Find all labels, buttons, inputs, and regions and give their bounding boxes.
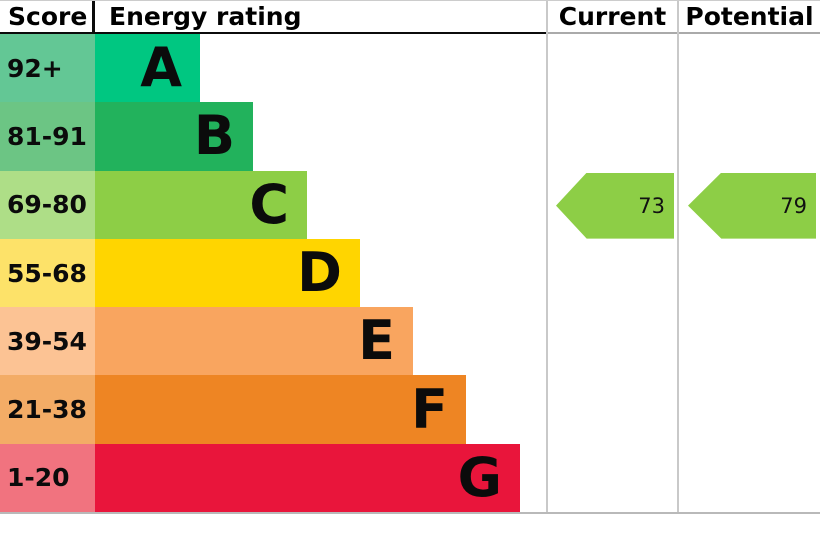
rating-band-bar: F xyxy=(95,375,466,444)
top-border-line xyxy=(0,0,820,1)
rating-band-bar: G xyxy=(95,443,520,513)
potential-column: Potential 79 xyxy=(677,1,820,512)
rating-band-bar: A xyxy=(95,34,200,103)
rating-band-letter: G xyxy=(457,445,502,509)
rating-band-letter: C xyxy=(249,172,289,236)
band-row: 69-80 C xyxy=(0,170,546,239)
rating-band-bar: E xyxy=(95,307,413,376)
score-column-header: Score xyxy=(0,1,95,32)
rating-scale-pane: Score Energy rating 92+ A 81-91 B 69-80 … xyxy=(0,1,546,513)
rating-band-letter: F xyxy=(411,377,448,441)
potential-rating-arrow: 79 xyxy=(688,172,816,239)
band-row: 92+ A xyxy=(0,34,546,103)
band-row: 81-91 B xyxy=(0,102,546,171)
potential-column-header: Potential xyxy=(679,1,820,34)
score-range-label: 39-54 xyxy=(0,307,95,376)
score-range-label: 81-91 xyxy=(0,102,95,171)
band-row: 55-68 D xyxy=(0,238,546,308)
rating-bands: 92+ A 81-91 B 69-80 C 55-68 D 39-54 E 21… xyxy=(0,34,546,513)
current-column: Current 73 xyxy=(546,1,677,512)
band-row: 1-20 G xyxy=(0,443,546,513)
current-rating-value: 73 xyxy=(638,193,665,218)
rating-band-letter: D xyxy=(297,241,342,305)
bottom-border-line xyxy=(0,512,820,514)
current-rating-arrow: 73 xyxy=(556,172,674,239)
band-row: 21-38 F xyxy=(0,375,546,444)
current-column-header: Current xyxy=(548,1,677,34)
rating-band-bar: B xyxy=(95,102,253,171)
potential-rating-value: 79 xyxy=(780,193,807,218)
scale-header-row: Score Energy rating xyxy=(0,1,546,34)
score-range-label: 21-38 xyxy=(0,375,95,444)
score-range-label: 92+ xyxy=(0,34,95,103)
score-range-label: 69-80 xyxy=(0,170,95,239)
rating-band-bar: D xyxy=(95,238,360,308)
rating-band-letter: B xyxy=(193,104,235,168)
rating-band-letter: A xyxy=(140,36,182,100)
score-range-label: 55-68 xyxy=(0,238,95,308)
rating-band-bar: C xyxy=(95,170,307,239)
score-range-label: 1-20 xyxy=(0,443,95,513)
rating-band-letter: E xyxy=(358,309,395,373)
energy-rating-column-header: Energy rating xyxy=(109,2,302,31)
band-row: 39-54 E xyxy=(0,307,546,376)
